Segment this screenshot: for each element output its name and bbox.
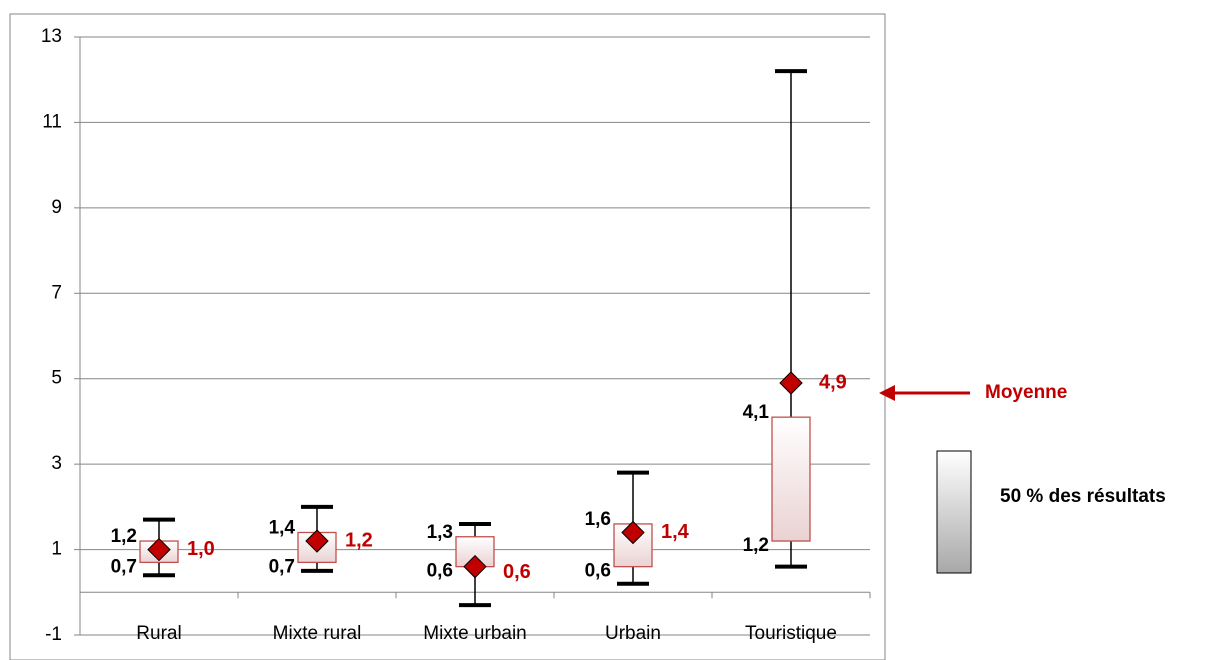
mean-value-label: 0,6 — [503, 561, 531, 583]
q1-value-label: 0,6 — [427, 561, 453, 582]
y-tick-label: 9 — [51, 197, 62, 218]
x-category-label: Touristique — [745, 623, 837, 644]
y-tick-label: -1 — [45, 624, 62, 645]
legend-mean-label: Moyenne — [985, 382, 1067, 403]
legend: Moyenne 50 % des résultats — [879, 382, 1166, 574]
mean-marker — [147, 537, 171, 562]
mean-marker — [621, 520, 645, 545]
chart-border — [9, 13, 886, 660]
x-category-label: Mixte rural — [273, 623, 362, 644]
mean-value-label: 1,0 — [187, 538, 215, 560]
q3-value-label: 1,2 — [111, 526, 137, 547]
x-category-label: Urbain — [605, 623, 661, 644]
mean-value-label: 1,2 — [345, 529, 373, 551]
mean-value-label: 4,9 — [819, 371, 847, 393]
y-tick-label: 13 — [41, 26, 62, 47]
q1-value-label: 0,7 — [269, 556, 295, 577]
y-tick-label: 1 — [51, 539, 62, 560]
y-tick-label: 5 — [51, 368, 62, 389]
mean-value-label: 1,4 — [661, 521, 690, 543]
y-tick-label: 7 — [51, 282, 62, 303]
x-category-label: Rural — [136, 623, 181, 644]
iqr-box — [771, 416, 811, 542]
legend-arrow-head — [879, 385, 895, 401]
q3-value-label: 1,4 — [269, 518, 296, 539]
mean-marker — [305, 529, 329, 553]
q3-value-label: 1,3 — [427, 522, 453, 543]
q3-value-label: 1,6 — [585, 509, 611, 530]
q1-value-label: 1,2 — [743, 535, 769, 556]
q1-value-label: 0,6 — [585, 561, 611, 582]
y-tick-label: 3 — [51, 453, 62, 474]
mean-marker — [463, 554, 487, 579]
y-tick-label: 11 — [42, 111, 62, 132]
q1-value-label: 0,7 — [111, 556, 137, 577]
mean-marker — [779, 371, 803, 395]
x-category-label: Mixte urbain — [423, 623, 527, 644]
legend-box-label: 50 % des résultats — [1000, 486, 1166, 507]
grid-layer — [80, 36, 870, 636]
q3-value-label: 4,1 — [743, 402, 770, 423]
legend-box-swatch — [936, 450, 972, 574]
marks-layer: 1,2 0,7 1,0 1,4 0,7 1,2 1,3 0,6 0,6 1,6 0,6 1,4 4,1 1… — [111, 69, 847, 608]
